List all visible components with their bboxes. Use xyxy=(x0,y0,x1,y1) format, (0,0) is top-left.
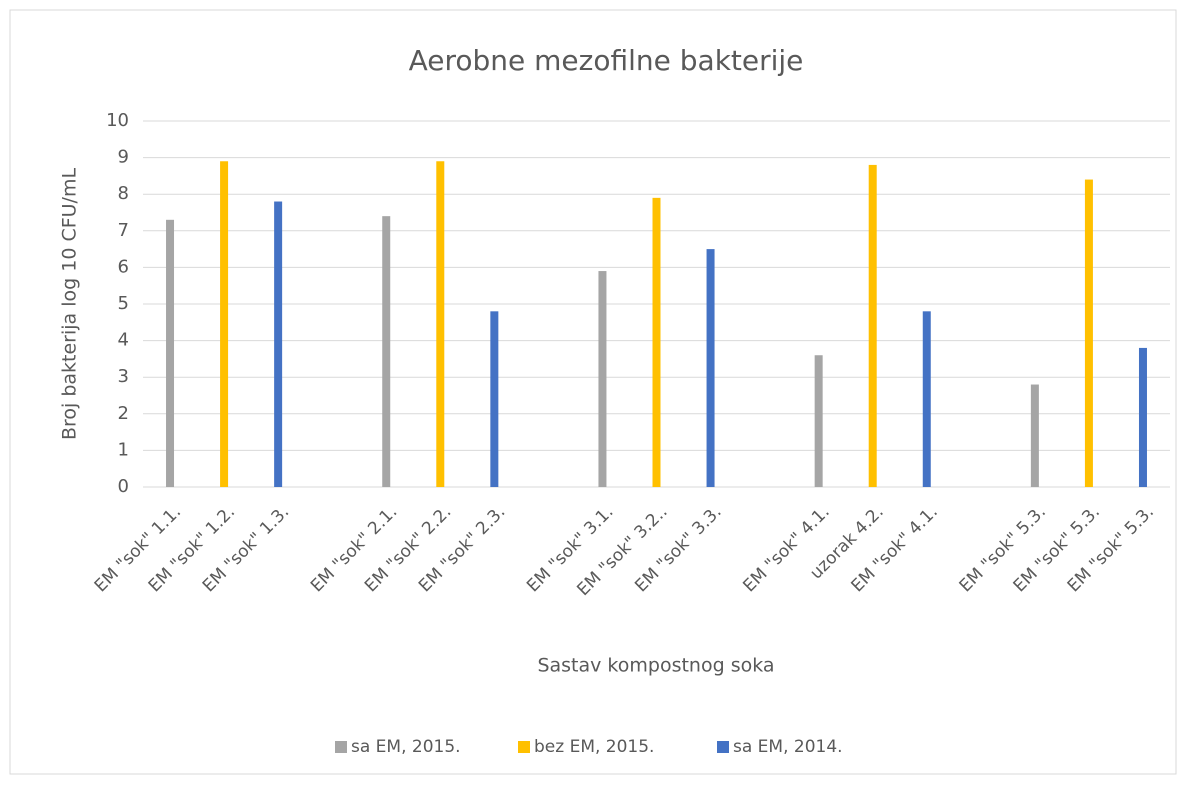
bar xyxy=(274,201,283,487)
bar xyxy=(1030,384,1039,487)
bar xyxy=(1138,347,1147,487)
y-tick-label: 8 xyxy=(118,183,129,204)
legend-swatch xyxy=(717,741,729,753)
bar xyxy=(1084,179,1093,487)
legend-label: sa EM, 2015. xyxy=(351,737,461,757)
y-tick-label: 3 xyxy=(118,366,129,387)
bar xyxy=(166,219,175,487)
y-tick-label: 10 xyxy=(106,110,129,131)
bar xyxy=(382,216,391,487)
legend-swatch xyxy=(518,741,530,753)
legend-swatch xyxy=(335,741,347,753)
bar xyxy=(652,197,661,488)
bar xyxy=(868,164,877,488)
chart-title: Aerobne mezofilne bakterije xyxy=(409,44,804,77)
bar xyxy=(814,355,823,487)
y-tick-label: 7 xyxy=(118,220,129,241)
bar xyxy=(706,249,715,487)
y-tick-label: 0 xyxy=(118,476,129,497)
bar xyxy=(490,311,499,487)
y-tick-label: 1 xyxy=(118,439,129,460)
y-axis-label: Broj bakterija log 10 CFU/mL xyxy=(59,168,81,441)
bar xyxy=(598,271,607,487)
legend-label: bez EM, 2015. xyxy=(534,737,654,757)
chart-border xyxy=(9,9,1177,775)
y-tick-label: 2 xyxy=(118,403,129,424)
bar xyxy=(922,311,931,487)
bar xyxy=(436,161,445,487)
x-axis-label: Sastav kompostnog soka xyxy=(537,655,774,677)
y-tick-label: 4 xyxy=(118,330,129,351)
y-tick-label: 5 xyxy=(118,293,129,314)
legend-label: sa EM, 2014. xyxy=(733,737,843,757)
bar xyxy=(220,161,229,487)
y-tick-label: 6 xyxy=(118,256,129,277)
y-tick-label: 9 xyxy=(118,147,129,168)
